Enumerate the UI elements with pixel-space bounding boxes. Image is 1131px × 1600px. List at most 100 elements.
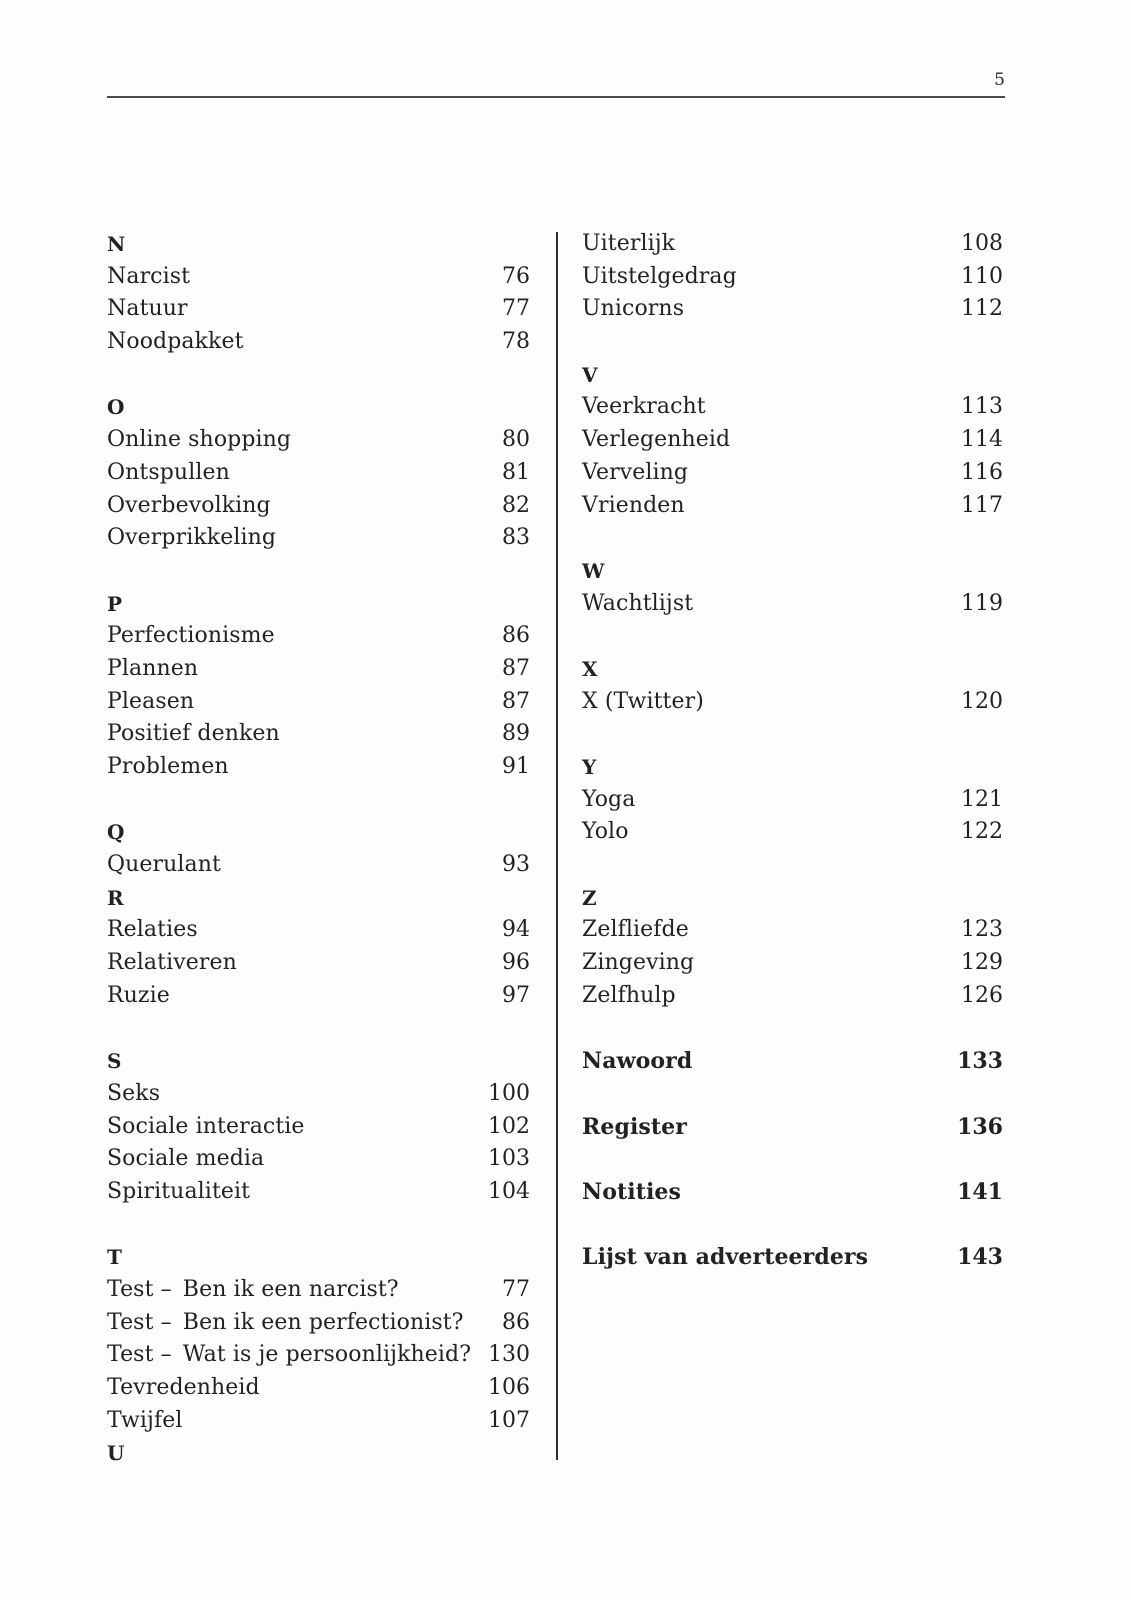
entry-label: Notities: [582, 1178, 682, 1205]
entry-page-number: 122: [961, 819, 1003, 845]
entry-label: Noodpakket: [107, 329, 244, 355]
spacer-row: [107, 1013, 530, 1046]
entry-page-number: 100: [488, 1080, 530, 1106]
spacer-row: [582, 522, 1003, 555]
section-heading: W: [582, 555, 1003, 588]
index-entry: Relaties 94: [107, 914, 530, 947]
index-entry: Test – Wat is je persoonlijkheid? 130: [107, 1339, 530, 1372]
entry-page-number: 80: [502, 427, 530, 453]
entry-label: Spiritualiteit: [107, 1178, 251, 1204]
entry-page-number: 83: [502, 525, 530, 551]
entry-page-number: 82: [502, 492, 530, 518]
index-entry: Ontspullen 81: [107, 457, 530, 490]
index-entry: Twijfel 107: [107, 1405, 530, 1438]
entry-label: Vrienden: [582, 492, 685, 518]
entry-page-number: 117: [961, 492, 1003, 518]
spacer-row: [582, 718, 1003, 751]
index-entry: Noodpakket 78: [107, 326, 530, 359]
entry-label: Zelfhulp: [582, 982, 676, 1008]
section-letter: W: [582, 558, 605, 583]
index-entry: Yoga 121: [582, 784, 1003, 817]
entry-page-number: 93: [502, 852, 530, 878]
entry-page-number: 96: [502, 950, 530, 976]
index-entry: Zelfliefde 123: [582, 914, 1003, 947]
entry-label: Test – Wat is je persoonlijkheid?: [107, 1342, 472, 1368]
entry-page-number: 110: [961, 263, 1003, 289]
section-heading: Y: [582, 751, 1003, 784]
section-heading: O: [107, 391, 530, 424]
index-right-column: Uiterlijk 108 Uitstelgedrag 110 Unicorns 112 V…: [582, 228, 1003, 1274]
index-entry-bold: Register 136: [582, 1111, 1003, 1144]
index-entry-bold: Lijst van adverteerders 143: [582, 1241, 1003, 1274]
spacer-row: [582, 1078, 1003, 1111]
section-letter: N: [107, 232, 126, 256]
spacer-row: [582, 1209, 1003, 1242]
entry-page-number: 143: [957, 1244, 1003, 1271]
entry-label: Perfectionisme: [107, 623, 275, 649]
index-entry: Positief denken 89: [107, 718, 530, 751]
entry-label: Tevredenheid: [107, 1375, 260, 1401]
index-entry: Online shopping 80: [107, 424, 530, 457]
index-entry: Zingeving 129: [582, 947, 1003, 980]
entry-label: X (Twitter): [582, 688, 704, 714]
index-entry: Pleasen 87: [107, 686, 530, 719]
section-letter: S: [107, 1049, 122, 1074]
entry-label: Relaties: [107, 917, 198, 943]
entry-page-number: 91: [502, 754, 530, 779]
section-letter: Z: [582, 885, 597, 910]
entry-label: Querulant: [107, 852, 221, 878]
index-entry: Overbevolking 82: [107, 490, 530, 523]
index-entry: Test – Ben ik een perfectionist? 86: [107, 1307, 530, 1340]
column-divider: [556, 232, 558, 1460]
entry-label: Overbevolking: [107, 492, 271, 518]
entry-label: Twijfel: [107, 1407, 183, 1433]
page-number: 5: [994, 70, 1005, 90]
index-entry-bold: Nawoord 133: [582, 1045, 1003, 1078]
entry-label: Wachtlijst: [582, 590, 694, 616]
entry-page-number: 86: [502, 623, 530, 649]
spacer-row: [582, 620, 1003, 653]
index-entry: Uiterlijk 108: [582, 228, 1003, 261]
entry-label: Verveling: [582, 459, 689, 485]
index-entry: Unicorns 112: [582, 293, 1003, 326]
entry-label: Natuur: [107, 296, 188, 322]
entry-label: Unicorns: [582, 296, 685, 322]
section-letter: U: [107, 1441, 125, 1466]
entry-label: Ontspullen: [107, 459, 230, 485]
entry-label: Yolo: [582, 819, 629, 845]
index-entry: Spiritualiteit 104: [107, 1176, 530, 1209]
spacer-row: [107, 784, 530, 817]
index-entry: Sociale media 103: [107, 1143, 530, 1176]
spacer-row: [582, 1013, 1003, 1046]
entry-label: Overprikkeling: [107, 525, 277, 551]
entry-page-number: 120: [961, 688, 1003, 714]
entry-label: Positief denken: [107, 721, 280, 747]
spacer-row: [107, 1209, 530, 1242]
entry-page-number: 133: [957, 1048, 1003, 1075]
spacer-row: [107, 555, 530, 588]
index-entry: Plannen 87: [107, 653, 530, 686]
entry-label: Plannen: [107, 655, 199, 681]
index-entry: Natuur 77: [107, 293, 530, 326]
index-entry: Veerkracht 113: [582, 391, 1003, 424]
entry-page-number: 87: [502, 688, 530, 714]
index-entry: Sociale interactie 102: [107, 1111, 530, 1144]
entry-label: Yoga: [582, 786, 636, 812]
entry-label: Narcist: [107, 263, 191, 289]
section-letter: R: [107, 885, 124, 910]
spacer-row: [582, 849, 1003, 882]
entry-label: Uiterlijk: [582, 231, 676, 256]
entry-label: Online shopping: [107, 427, 292, 453]
index-entry: Test – Ben ik een narcist? 77: [107, 1274, 530, 1307]
entry-label: Verlegenheid: [582, 427, 731, 453]
index-entry: Tevredenheid 106: [107, 1372, 530, 1405]
entry-label: Test – Ben ik een narcist?: [107, 1277, 399, 1302]
entry-page-number: 76: [502, 263, 530, 289]
entry-page-number: 126: [961, 982, 1003, 1008]
index-entry: Relativeren 96: [107, 947, 530, 980]
entry-page-number: 97: [502, 982, 530, 1008]
index-entry: X (Twitter) 120: [582, 686, 1003, 719]
section-letter: Q: [107, 820, 125, 845]
spacer-row: [582, 1143, 1003, 1176]
